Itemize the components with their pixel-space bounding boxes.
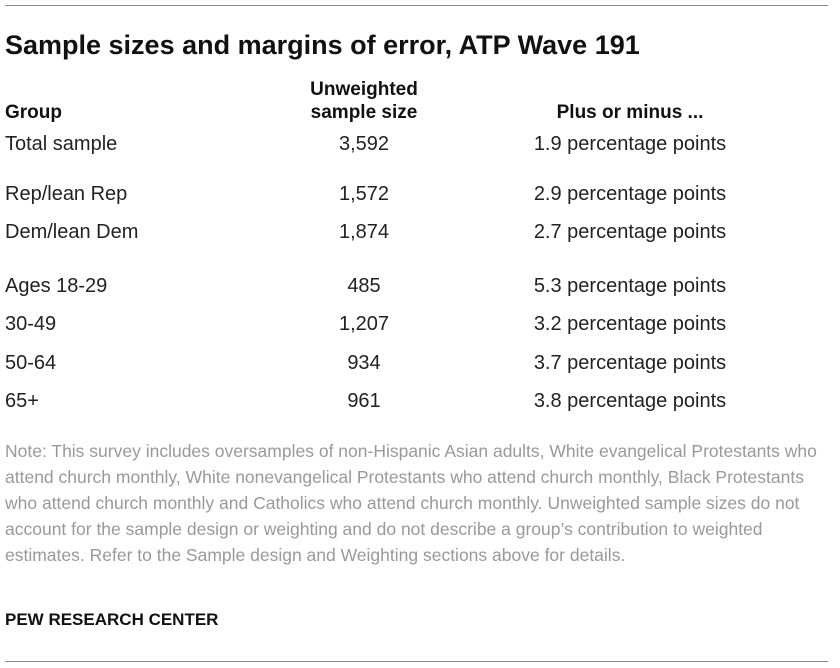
footnote: Note: This survey includes oversamples o… bbox=[5, 441, 817, 565]
row-sample-size: 3,592 bbox=[338, 133, 390, 155]
column-header-group: Group bbox=[5, 102, 62, 123]
row-group-label: Ages 18-29 bbox=[5, 275, 108, 297]
row-margin-of-error: 1.9 percentage points bbox=[533, 133, 727, 155]
row-sample-size: 961 bbox=[347, 390, 381, 412]
row-margin-of-error: 2.7 percentage points bbox=[533, 221, 727, 243]
chart-title: Sample sizes and margins of error, ATP W… bbox=[5, 30, 640, 60]
row-group-label: 65+ bbox=[5, 390, 39, 412]
row-group-label: Rep/lean Rep bbox=[5, 183, 128, 205]
column-header-sample-size-line1: Unweighted bbox=[310, 79, 418, 100]
row-group-label: 30-49 bbox=[5, 313, 57, 335]
column-header-margin-of-error: Plus or minus ... bbox=[556, 102, 704, 123]
row-group-label: 50-64 bbox=[5, 352, 57, 374]
row-margin-of-error: 5.3 percentage points bbox=[533, 275, 727, 297]
row-margin-of-error: 3.8 percentage points bbox=[533, 390, 727, 412]
row-sample-size: 1,572 bbox=[338, 183, 390, 205]
bottom-divider bbox=[5, 661, 828, 662]
row-margin-of-error: 3.2 percentage points bbox=[533, 313, 727, 335]
top-divider bbox=[5, 5, 828, 6]
column-header-sample-size-line2: sample size bbox=[310, 102, 418, 123]
row-margin-of-error: 3.7 percentage points bbox=[533, 352, 727, 374]
row-sample-size: 485 bbox=[347, 275, 381, 297]
row-sample-size: 1,874 bbox=[338, 221, 390, 243]
row-sample-size: 934 bbox=[347, 352, 381, 374]
source-label: PEW RESEARCH CENTER bbox=[5, 610, 219, 629]
row-margin-of-error: 2.9 percentage points bbox=[533, 183, 727, 205]
row-group-label: Total sample bbox=[5, 133, 118, 155]
row-sample-size: 1,207 bbox=[338, 313, 390, 335]
column-header-sample-size: Unweighted sample size bbox=[310, 78, 418, 124]
row-group-label: Dem/lean Dem bbox=[5, 221, 139, 243]
